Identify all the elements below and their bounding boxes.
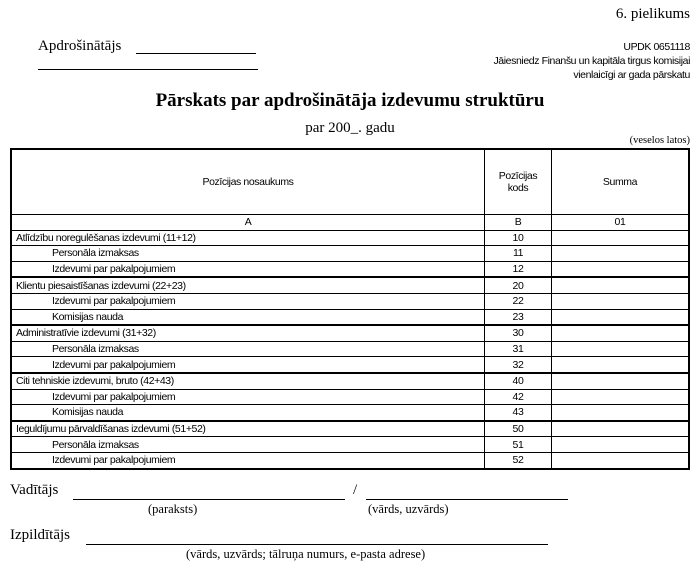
sum-cell[interactable]	[551, 276, 690, 294]
table-row: Personāla izmaksas 11	[10, 245, 690, 262]
position-code: 10	[484, 229, 552, 247]
form-code: UPDK 0651118	[623, 41, 690, 53]
sum-cell[interactable]	[551, 404, 690, 422]
position-name: Izdevumi par pakalpojumiem	[10, 388, 485, 406]
position-name: Personāla izmaksas	[10, 436, 485, 453]
position-code: 51	[484, 436, 552, 453]
position-name: Atlīdzību noregulēšanas izdevumi (11+12)	[10, 229, 485, 247]
table-header-row: Pozīcijas nosaukums Pozīcijas kods Summa	[10, 148, 690, 215]
letter-01: 01	[551, 214, 690, 231]
header-code-line1: Pozīcijas	[498, 170, 538, 182]
submit-note-1: Jāiesniedz Finanšu un kapitāla tirgus ko…	[493, 55, 690, 67]
table-row: Personāla izmaksas 31	[10, 340, 690, 358]
position-name: Komisijas nauda	[10, 308, 485, 326]
insurer-name-line[interactable]	[136, 53, 256, 54]
position-name: Izdevumi par pakalpojumiem	[10, 451, 485, 470]
executor-line[interactable]	[86, 544, 548, 545]
position-name: Ieguldījumu pārvaldīšanas izdevumi (51+5…	[10, 419, 485, 438]
position-name: Izdevumi par pakalpojumiem	[10, 292, 485, 310]
position-name: Personāla izmaksas	[10, 340, 485, 358]
position-code: 31	[484, 340, 552, 358]
position-code: 22	[484, 292, 552, 310]
sum-cell[interactable]	[551, 292, 690, 310]
sum-cell[interactable]	[551, 419, 690, 438]
header-position-name: Pozīcijas nosaukums	[10, 148, 485, 215]
table-row: Komisijas nauda 43	[10, 404, 690, 422]
sum-cell[interactable]	[551, 451, 690, 470]
table-row: Izdevumi par pakalpojumiem 52	[10, 451, 690, 470]
sum-cell[interactable]	[551, 371, 690, 390]
column-letters-row: A B 01	[10, 214, 690, 231]
insurer-label: Apdrošinātājs	[38, 38, 122, 54]
header-sum: Summa	[551, 148, 690, 215]
signature-line[interactable]	[73, 499, 345, 500]
position-code: 12	[484, 260, 552, 278]
slash: /	[353, 482, 358, 498]
sum-cell[interactable]	[551, 308, 690, 326]
position-name: Personāla izmaksas	[10, 245, 485, 262]
sum-cell[interactable]	[551, 229, 690, 247]
position-name: Komisijas nauda	[10, 404, 485, 422]
letter-b: B	[484, 214, 552, 231]
table-row: Administratīvie izdevumi (31+32) 30	[10, 324, 690, 342]
table-row: Izdevumi par pakalpojumiem 42	[10, 388, 690, 406]
position-code: 20	[484, 276, 552, 294]
executor-caption: (vārds, uzvārds; tālruņa numurs, e-pasta…	[186, 547, 426, 561]
position-name: Citi tehniskie izdevumi, bruto (42+43)	[10, 371, 485, 390]
table-row: Izdevumi par pakalpojumiem 12	[10, 260, 690, 278]
table-row: Komisijas nauda 23	[10, 308, 690, 326]
sum-cell[interactable]	[551, 340, 690, 358]
sum-cell[interactable]	[551, 356, 690, 374]
submit-note-2: vienlaicīgi ar gada pārskatu	[573, 69, 690, 81]
table-row: Citi tehniskie izdevumi, bruto (42+43) 4…	[10, 371, 690, 390]
sum-cell[interactable]	[551, 260, 690, 278]
header-position-code: Pozīcijas kods	[484, 148, 552, 215]
position-code: 50	[484, 419, 552, 438]
table-row: Klientu piesaistīšanas izdevumi (22+23) …	[10, 276, 690, 294]
executor-label: Izpildītājs	[10, 527, 70, 543]
sum-cell[interactable]	[551, 324, 690, 342]
page-subtitle: par 200_. gadu	[305, 120, 395, 136]
sum-cell[interactable]	[551, 245, 690, 262]
insurer-name-line-2[interactable]	[38, 69, 258, 70]
position-name: Klientu piesaistīšanas izdevumi (22+23)	[10, 276, 485, 294]
position-code: 43	[484, 404, 552, 422]
submission-note: UPDK 0651118 Jāiesniedz Finanšu un kapit…	[493, 40, 690, 82]
position-name: Administratīvie izdevumi (31+32)	[10, 324, 485, 342]
head-label: Vadītājs	[10, 482, 59, 498]
head-signature-block: Vadītājs	[10, 482, 58, 499]
name-caption: (vārds, uzvārds)	[368, 502, 449, 516]
page-title: Pārskats par apdrošinātāja izdevumu stru…	[155, 90, 545, 111]
position-code: 11	[484, 245, 552, 262]
header-code-line2: kods	[507, 182, 529, 194]
table-row: Ieguldījumu pārvaldīšanas izdevumi (51+5…	[10, 419, 690, 438]
table-row: Izdevumi par pakalpojumiem 32	[10, 356, 690, 374]
position-code: 32	[484, 356, 552, 374]
position-code: 42	[484, 388, 552, 406]
letter-a: A	[10, 214, 485, 231]
units-label: (veselos latos)	[629, 135, 690, 146]
position-code: 30	[484, 324, 552, 342]
table-row: Izdevumi par pakalpojumiem 22	[10, 292, 690, 310]
expense-structure-table: Pozīcijas nosaukums Pozīcijas kods Summa …	[10, 148, 690, 470]
position-code: 40	[484, 371, 552, 390]
table-row: Personāla izmaksas 51	[10, 436, 690, 453]
head-name-line[interactable]	[366, 499, 568, 500]
table-row: Atlīdzību noregulēšanas izdevumi (11+12)…	[10, 229, 690, 247]
sum-cell[interactable]	[551, 388, 690, 406]
signature-caption: (paraksts)	[148, 502, 198, 516]
position-code: 23	[484, 308, 552, 326]
appendix-label: 6. pielikums	[615, 6, 690, 22]
position-name: Izdevumi par pakalpojumiem	[10, 260, 485, 278]
sum-cell[interactable]	[551, 436, 690, 453]
position-name: Izdevumi par pakalpojumiem	[10, 356, 485, 374]
position-code: 52	[484, 451, 552, 470]
